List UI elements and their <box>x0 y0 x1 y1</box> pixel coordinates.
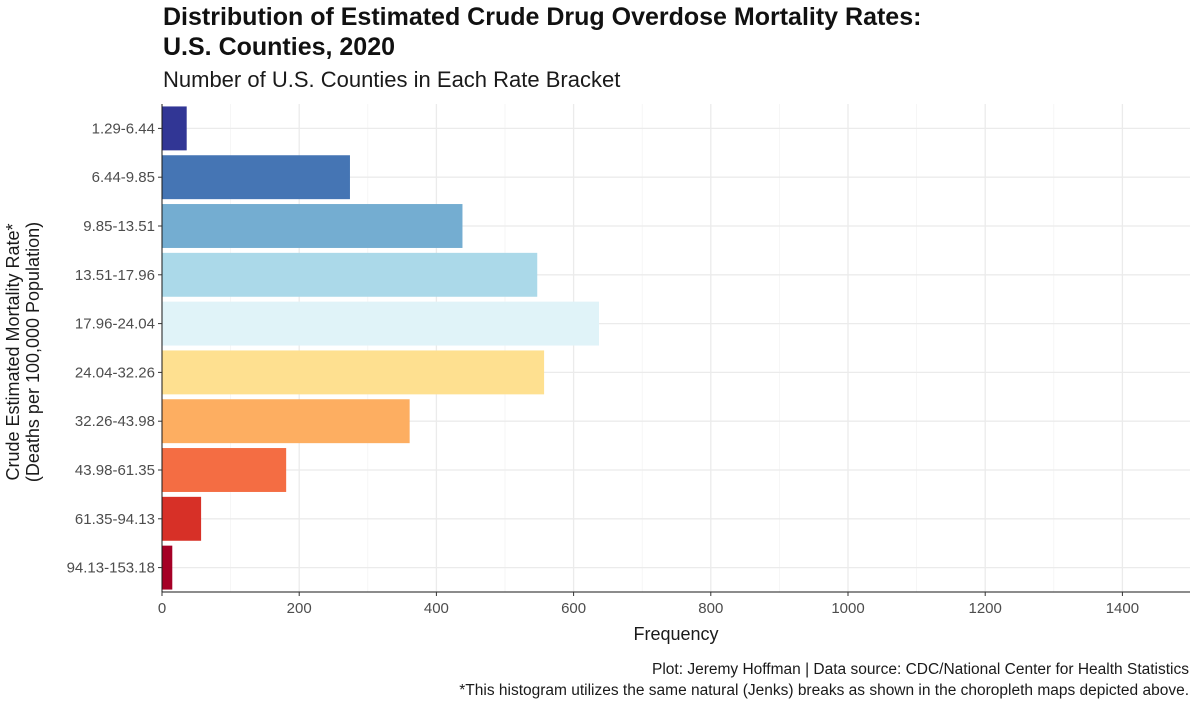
axes-group <box>158 104 1190 596</box>
chart-title: Distribution of Estimated Crude Drug Ove… <box>163 2 1163 62</box>
y-tick-label: 94.13-153.18 <box>67 560 155 577</box>
y-tick-label: 6.44-9.85 <box>92 169 155 186</box>
y-axis-title: Crude Estimated Mortality Rate* (Deaths … <box>3 222 43 482</box>
bar-61.35-94.13 <box>162 496 202 541</box>
bar-6.44-9.85 <box>162 155 350 200</box>
x-tick-label: 200 <box>287 600 312 617</box>
x-tick-label: 1400 <box>1106 600 1139 617</box>
bar-1.29-6.44 <box>162 106 187 151</box>
x-tick-label: 800 <box>698 600 723 617</box>
bars-group <box>162 106 599 590</box>
x-tick-label: 1200 <box>969 600 1002 617</box>
x-axis-title: Frequency <box>633 624 718 644</box>
bar-13.51-17.96 <box>162 252 538 297</box>
caption-credit: Plot: Jeremy Hoffman | Data source: CDC/… <box>652 661 1189 678</box>
chart-title-line-1: Distribution of Estimated Crude Drug Ove… <box>163 3 922 31</box>
y-tick-label: 43.98-61.35 <box>75 462 155 479</box>
x-tick-label: 400 <box>424 600 449 617</box>
tick-labels-group: 1.29-6.44 6.44-9.85 9.85-13.51 13.51-17.96 1… <box>67 120 1140 617</box>
y-tick-label: 13.51-17.96 <box>75 267 155 284</box>
bar-24.04-32.26 <box>162 350 545 395</box>
y-tick-label: 32.26-43.98 <box>75 413 155 430</box>
bar-94.13-153.18 <box>162 545 173 590</box>
y-tick-label: 61.35-94.13 <box>75 511 155 528</box>
bar-32.26-43.98 <box>162 399 410 444</box>
bar-17.96-24.04 <box>162 301 599 346</box>
y-axis-title-line-2: (Deaths per 100,000 Population) <box>23 222 43 482</box>
y-tick-label: 17.96-24.04 <box>75 316 155 333</box>
chart-title-line-2: U.S. Counties, 2020 <box>163 33 396 61</box>
y-tick-label: 9.85-13.51 <box>83 218 155 235</box>
y-tick-label: 24.04-32.26 <box>75 364 155 381</box>
x-tick-label: 600 <box>561 600 586 617</box>
bar-43.98-61.35 <box>162 448 287 492</box>
y-axis-title-line-1: Crude Estimated Mortality Rate* <box>3 223 23 480</box>
bar-9.85-13.51 <box>162 204 463 248</box>
x-tick-label: 0 <box>158 600 166 617</box>
y-tick-label: 1.29-6.44 <box>92 120 155 137</box>
chart-subtitle: Number of U.S. Counties in Each Rate Bra… <box>163 67 621 92</box>
caption-footnote: *This histogram utilizes the same natura… <box>459 682 1189 699</box>
x-tick-label: 1000 <box>831 600 864 617</box>
